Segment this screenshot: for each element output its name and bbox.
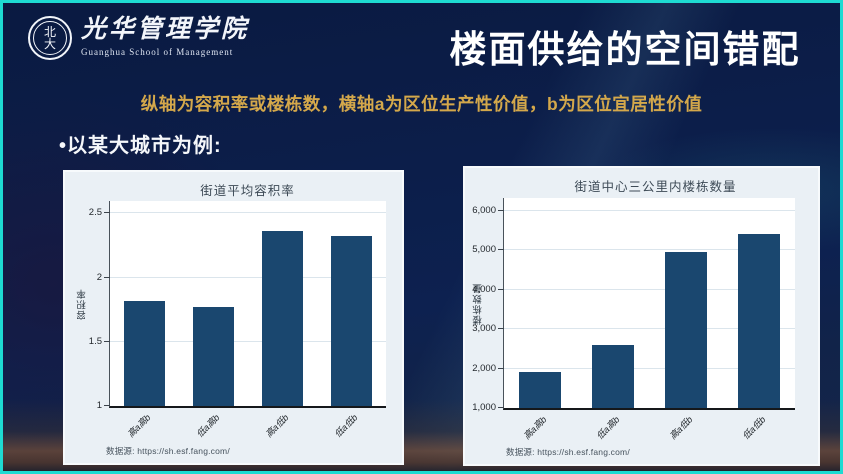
gridline <box>504 249 795 251</box>
x-axis-label: 高a低b <box>264 412 291 440</box>
y-tick-mark <box>498 367 504 369</box>
subtitle-axis-explanation: 纵轴为容积率或楼栋数，横轴a为区位生产性价值，b为区位宜居性价值 <box>140 94 703 114</box>
y-tick-mark <box>498 328 504 330</box>
y-tick-mark <box>498 249 504 251</box>
gridline <box>504 288 795 290</box>
logo-text-chinese: 光华管理学院 <box>81 16 250 43</box>
x-axis-label: 低a低b <box>333 412 360 440</box>
x-axis-label: 高a高b <box>521 414 549 442</box>
y-tick-label: 1,000 <box>472 402 496 413</box>
bar-高a高b <box>124 300 165 406</box>
y-tick-mark <box>104 405 110 406</box>
y-tick-label: 5,000 <box>472 244 496 256</box>
y-tick-label: 1 <box>96 400 102 411</box>
logo-text-english: Guanghua School of Management <box>81 47 234 57</box>
bar-高a低b <box>664 252 707 408</box>
bar-低a高b <box>592 344 635 408</box>
svg-text:北: 北 <box>44 25 56 39</box>
peking-university-seal-icon: 北 大 <box>28 16 72 60</box>
y-tick-label: 2,000 <box>472 362 496 374</box>
y-tick-label: 2.5 <box>88 207 102 219</box>
y-tick-label: 2 <box>96 271 102 283</box>
y-tick-label: 1.5 <box>88 335 102 347</box>
bar-高a高b <box>519 372 562 408</box>
chart-title: 街道平均容积率 <box>200 184 295 198</box>
y-tick-label: 4,000 <box>472 283 496 295</box>
y-axis-label: 容积率 <box>77 288 88 320</box>
gridline <box>110 276 386 278</box>
gridline <box>110 212 386 214</box>
x-axis-label: 低a低b <box>740 414 768 442</box>
y-tick-label: 3,000 <box>472 323 496 335</box>
x-axis-label: 低a高b <box>594 414 622 442</box>
chart-title: 街道中心三公里内楼栋数量 <box>574 180 737 194</box>
chart-card-building-count: 街道中心三公里内楼栋数量 楼栋数量 1,000 2,000 3,000 4,000 5,… <box>463 166 820 466</box>
x-axis-label: 低a高b <box>195 412 222 440</box>
y-tick-mark <box>498 288 504 290</box>
gridline <box>110 340 386 342</box>
y-tick-mark <box>104 340 110 342</box>
gridline <box>504 367 795 369</box>
bar-低a高b <box>193 307 234 406</box>
bar-低a低b <box>737 234 780 408</box>
chart-card-average-plot-ratio: 街道平均容积率 容积率 1 1.5 2 2.5 高a高b 低a高b 高a低b 低a低b 数据源… <box>63 170 404 465</box>
y-tick-mark <box>498 209 504 211</box>
y-tick-mark <box>104 276 110 278</box>
school-logo: 北 大 光华管理学院 Guanghua School of Management <box>27 15 249 61</box>
page-title: 楼面供给的空间错配 <box>449 30 801 71</box>
x-axis-label: 高a高b <box>126 412 153 440</box>
y-tick-mark <box>498 407 504 408</box>
x-axis-label: 高a低b <box>667 414 695 442</box>
data-source-note: 数据源: https://sh.esf.fang.com/ <box>506 447 630 457</box>
svg-text:大: 大 <box>44 37 56 51</box>
y-tick-label: 6,000 <box>472 204 496 216</box>
bullet-example-city: •以某大城市为例: <box>59 135 222 157</box>
plot-area: 1,000 2,000 3,000 4,000 5,000 6,000 高a高b 低a高b 高a… <box>472 198 795 441</box>
logo-text-block: 光华管理学院 Guanghua School of Management <box>81 15 249 57</box>
plot-area: 1 1.5 2 2.5 高a高b 低a高b 高a低b 低a低b <box>89 201 386 439</box>
bar-低a低b <box>331 236 372 406</box>
y-tick-mark <box>104 212 110 214</box>
bar-高a低b <box>262 231 303 406</box>
gridline <box>504 328 795 330</box>
gridline <box>504 209 795 211</box>
data-source-note: 数据源: https://sh.esf.fang.com/ <box>106 446 230 456</box>
